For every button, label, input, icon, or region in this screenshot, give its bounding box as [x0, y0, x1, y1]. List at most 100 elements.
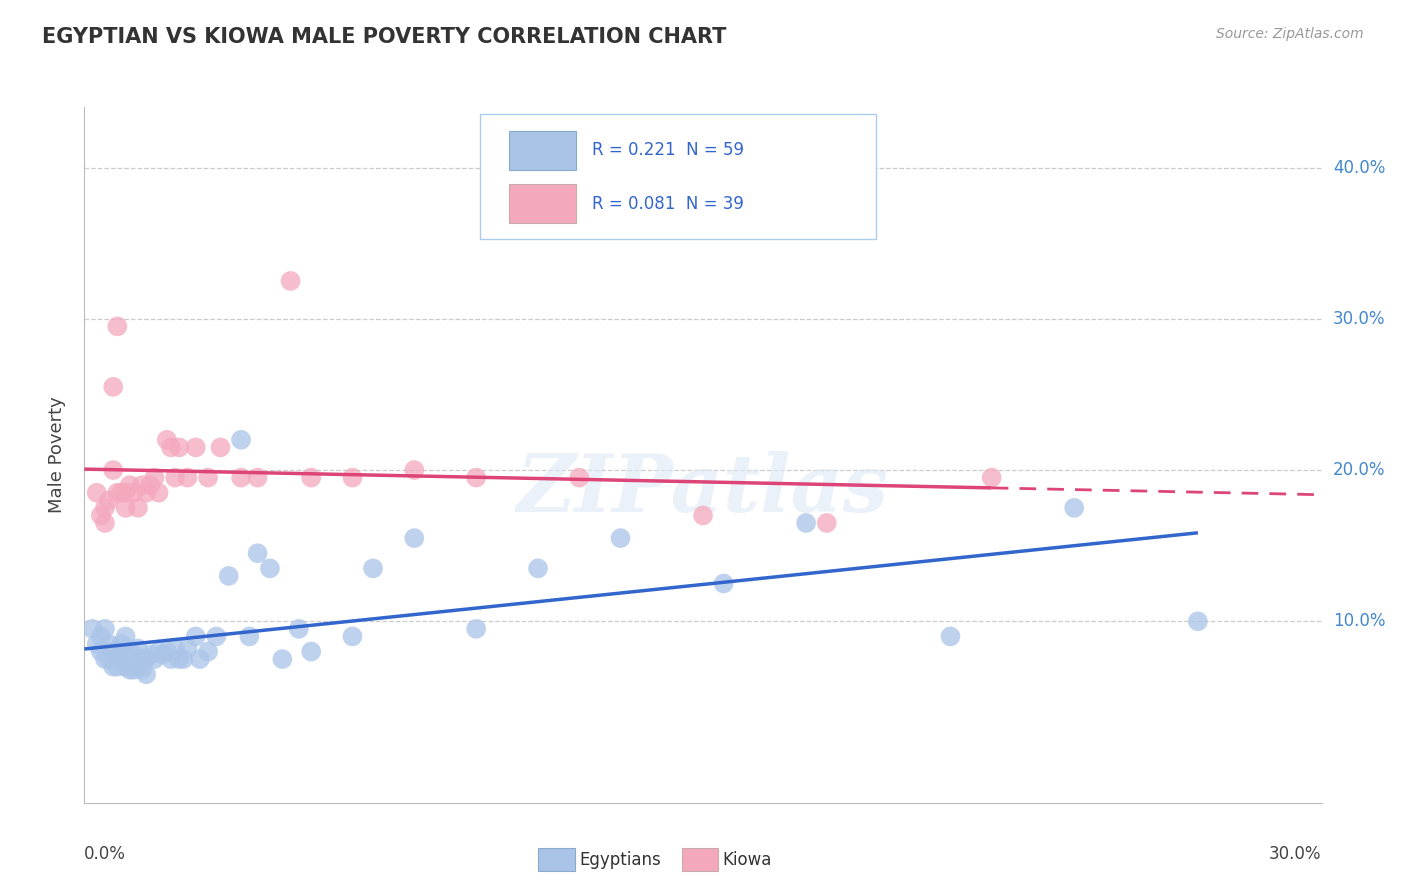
- Point: [82, 622, 104, 636]
- Point: [209, 441, 232, 455]
- Point: [122, 485, 145, 500]
- Y-axis label: Male Poverty: Male Poverty: [48, 397, 66, 513]
- Point: [939, 629, 962, 643]
- Point: [176, 641, 198, 656]
- Text: 40.0%: 40.0%: [1333, 159, 1385, 177]
- Point: [103, 463, 125, 477]
- Point: [90, 508, 112, 523]
- Point: [218, 569, 240, 583]
- Point: [280, 274, 302, 288]
- Point: [184, 629, 207, 643]
- Point: [184, 441, 207, 455]
- Point: [118, 478, 141, 492]
- Point: [148, 644, 170, 658]
- Point: [229, 433, 252, 447]
- Point: [465, 470, 488, 484]
- Point: [259, 561, 281, 575]
- Point: [98, 637, 121, 651]
- Text: Kiowa: Kiowa: [723, 851, 772, 869]
- Point: [135, 485, 157, 500]
- Point: [139, 478, 162, 492]
- Point: [246, 546, 269, 560]
- Point: [105, 319, 128, 334]
- Point: [172, 652, 194, 666]
- Point: [105, 644, 128, 658]
- Point: [238, 629, 260, 643]
- Point: [288, 622, 311, 636]
- Point: [118, 644, 141, 658]
- Text: EGYPTIAN VS KIOWA MALE POVERTY CORRELATION CHART: EGYPTIAN VS KIOWA MALE POVERTY CORRELATI…: [42, 27, 727, 46]
- Point: [103, 644, 125, 658]
- Point: [271, 652, 294, 666]
- Point: [197, 644, 219, 658]
- Point: [299, 470, 322, 484]
- Point: [980, 470, 1002, 484]
- Point: [160, 441, 183, 455]
- Point: [342, 629, 364, 643]
- Point: [105, 659, 128, 673]
- Point: [131, 663, 153, 677]
- Point: [609, 531, 631, 545]
- Point: [114, 485, 136, 500]
- Text: ZIPatlas: ZIPatlas: [517, 451, 889, 528]
- Point: [160, 652, 183, 666]
- Text: Egyptians: Egyptians: [579, 851, 661, 869]
- Point: [94, 500, 117, 515]
- Point: [135, 667, 157, 681]
- Point: [143, 652, 166, 666]
- Point: [118, 663, 141, 677]
- Point: [794, 516, 817, 530]
- FancyBboxPatch shape: [509, 185, 575, 223]
- Point: [299, 644, 322, 658]
- Point: [713, 576, 735, 591]
- Text: Source: ZipAtlas.com: Source: ZipAtlas.com: [1216, 27, 1364, 41]
- Point: [131, 478, 153, 492]
- Point: [127, 659, 149, 673]
- Point: [103, 659, 125, 673]
- Point: [148, 485, 170, 500]
- Point: [692, 508, 714, 523]
- Point: [165, 641, 187, 656]
- Point: [139, 648, 162, 662]
- Point: [568, 470, 591, 484]
- Point: [90, 644, 112, 658]
- Point: [105, 485, 128, 500]
- Text: 10.0%: 10.0%: [1333, 612, 1385, 631]
- Point: [94, 622, 117, 636]
- Point: [90, 629, 112, 643]
- Point: [246, 470, 269, 484]
- Text: R = 0.221  N = 59: R = 0.221 N = 59: [592, 141, 744, 159]
- Point: [94, 652, 117, 666]
- Point: [110, 637, 132, 651]
- Point: [205, 629, 228, 643]
- Point: [122, 648, 145, 662]
- FancyBboxPatch shape: [509, 131, 575, 169]
- Text: 30.0%: 30.0%: [1333, 310, 1385, 327]
- Point: [127, 500, 149, 515]
- Point: [815, 516, 838, 530]
- Point: [114, 629, 136, 643]
- Point: [1063, 500, 1085, 515]
- Point: [1187, 615, 1209, 629]
- Point: [527, 561, 550, 575]
- Point: [176, 470, 198, 484]
- Point: [188, 652, 211, 666]
- Point: [342, 470, 364, 484]
- Text: 30.0%: 30.0%: [1270, 845, 1322, 863]
- Point: [110, 485, 132, 500]
- Point: [156, 644, 179, 658]
- Point: [465, 622, 488, 636]
- Point: [86, 485, 108, 500]
- Point: [114, 659, 136, 673]
- Point: [86, 637, 108, 651]
- Point: [98, 493, 121, 508]
- Point: [167, 652, 190, 666]
- Point: [131, 652, 153, 666]
- Point: [404, 463, 426, 477]
- Point: [361, 561, 384, 575]
- Point: [404, 531, 426, 545]
- FancyBboxPatch shape: [481, 114, 876, 239]
- Point: [98, 652, 121, 666]
- Point: [127, 641, 149, 656]
- Point: [165, 470, 187, 484]
